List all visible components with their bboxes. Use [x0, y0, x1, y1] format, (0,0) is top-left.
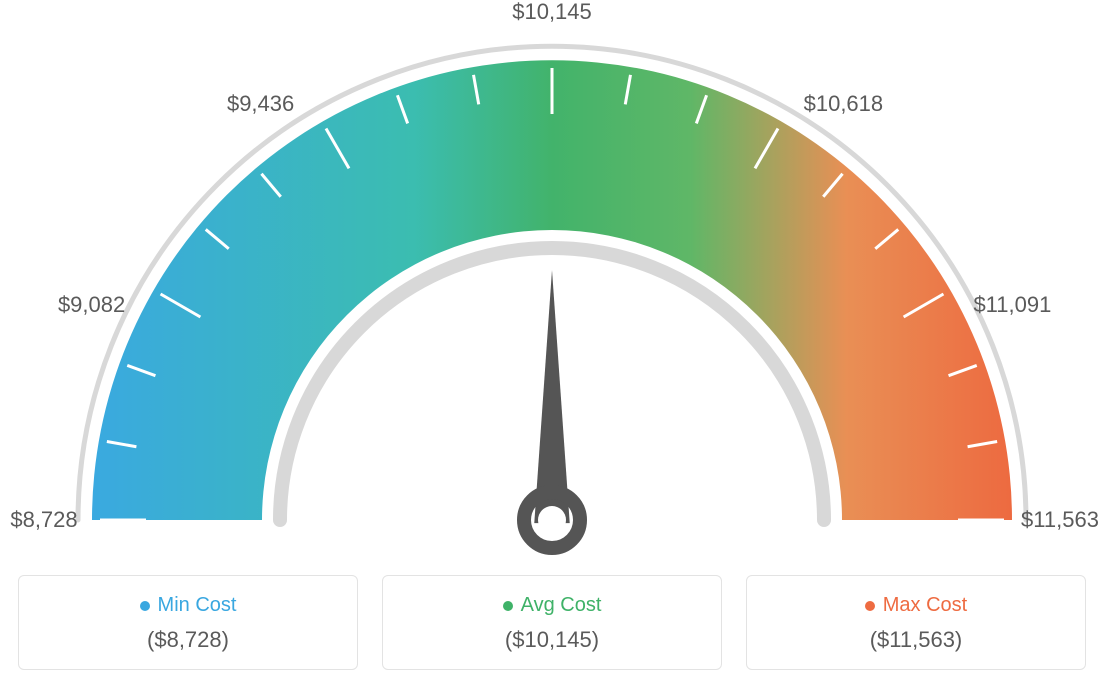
- gauge-tick-label: $10,145: [512, 0, 592, 25]
- legend-card-max: Max Cost ($11,563): [746, 575, 1086, 670]
- legend-value-avg: ($10,145): [393, 627, 711, 653]
- gauge-svg: [0, 0, 1104, 560]
- gauge-area: $8,728 $9,082 $9,436 $10,145 $10,618 $11,091 $…: [0, 0, 1104, 560]
- gauge-chart-container: $8,728 $9,082 $9,436 $10,145 $10,618 $11,091 $…: [0, 0, 1104, 690]
- gauge-tick-label: $11,091: [973, 292, 1051, 318]
- dot-icon: [865, 601, 875, 611]
- legend-row: Min Cost ($8,728) Avg Cost ($10,145) Max…: [0, 575, 1104, 670]
- legend-title-text: Avg Cost: [521, 594, 602, 617]
- legend-value-min: ($8,728): [29, 627, 347, 653]
- legend-card-avg: Avg Cost ($10,145): [382, 575, 722, 670]
- gauge-tick-label: $9,436: [227, 91, 294, 117]
- dot-icon: [503, 601, 513, 611]
- legend-title-min: Min Cost: [140, 594, 237, 617]
- legend-value-max: ($11,563): [757, 627, 1075, 653]
- legend-title-avg: Avg Cost: [503, 594, 602, 617]
- legend-title-max: Max Cost: [865, 594, 967, 617]
- legend-title-text: Min Cost: [158, 594, 237, 617]
- gauge-tick-label: $9,082: [58, 292, 125, 318]
- legend-card-min: Min Cost ($8,728): [18, 575, 358, 670]
- gauge-tick-label: $11,563: [1021, 507, 1099, 533]
- dot-icon: [140, 601, 150, 611]
- legend-title-text: Max Cost: [883, 594, 967, 617]
- gauge-tick-label: $10,618: [804, 91, 884, 117]
- gauge-tick-label: $8,728: [10, 507, 77, 533]
